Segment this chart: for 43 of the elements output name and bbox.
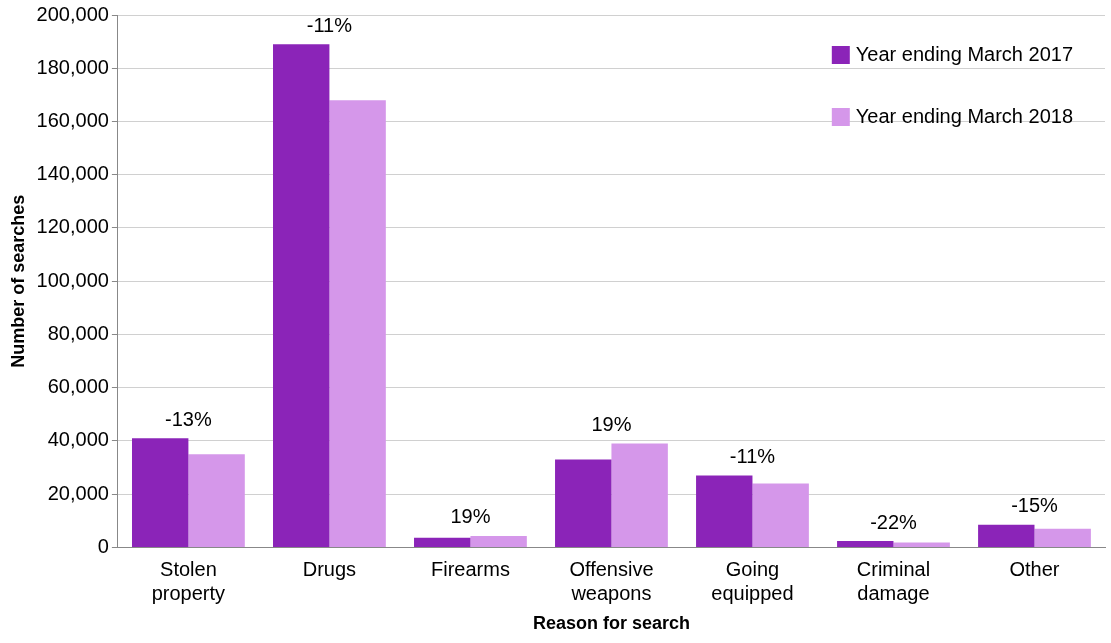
bar [752, 483, 809, 547]
bar [414, 537, 471, 547]
legend-label: Year ending March 2017 [855, 42, 1074, 65]
y-tick-label: 60,000 [47, 375, 109, 398]
annotation: -11% [306, 13, 353, 36]
annotation: 19% [591, 413, 632, 436]
x-tick-label: Firearms [430, 557, 510, 580]
y-tick-label: 180,000 [36, 55, 109, 78]
annotation: -11% [729, 445, 776, 468]
bar [611, 443, 668, 547]
x-tick-label: Going equipped [711, 557, 794, 604]
bar [329, 100, 386, 547]
annotation: -15% [1011, 494, 1059, 517]
bar [470, 535, 527, 547]
annotation: -22% [870, 510, 918, 533]
annotation: -13% [165, 407, 212, 430]
bar [555, 459, 612, 547]
x-axis-title: Reason for search [532, 613, 690, 634]
y-tick-label: 80,000 [47, 321, 109, 344]
annotation: 19% [450, 505, 491, 528]
legend-label: Year ending March 2018 [855, 104, 1074, 127]
y-tick-label: 0 [97, 534, 109, 557]
y-tick-label: 20,000 [47, 481, 109, 504]
x-tick-label: Other [1009, 557, 1060, 580]
bar [893, 542, 950, 547]
bar [837, 541, 894, 547]
y-tick-label: 200,000 [36, 2, 109, 25]
bar [696, 475, 753, 547]
y-tick-label: 140,000 [36, 162, 109, 185]
bar [273, 44, 330, 547]
x-tick-label: Stolen property [151, 557, 226, 604]
y-tick-label: 160,000 [36, 109, 109, 131]
bar [978, 524, 1035, 547]
x-tick-label: Offensive weapons [569, 557, 654, 604]
bar [1034, 528, 1091, 547]
y-tick-label: 40,000 [47, 428, 109, 451]
y-axis-title: Number of searches [7, 194, 28, 368]
y-tick-label: 120,000 [36, 215, 109, 238]
bar [188, 454, 245, 547]
y-tick-label: 100,000 [36, 268, 109, 291]
bar [132, 438, 189, 547]
x-tick-label: Drugs [302, 557, 357, 580]
x-tick-label: Criminal damage [856, 557, 931, 604]
